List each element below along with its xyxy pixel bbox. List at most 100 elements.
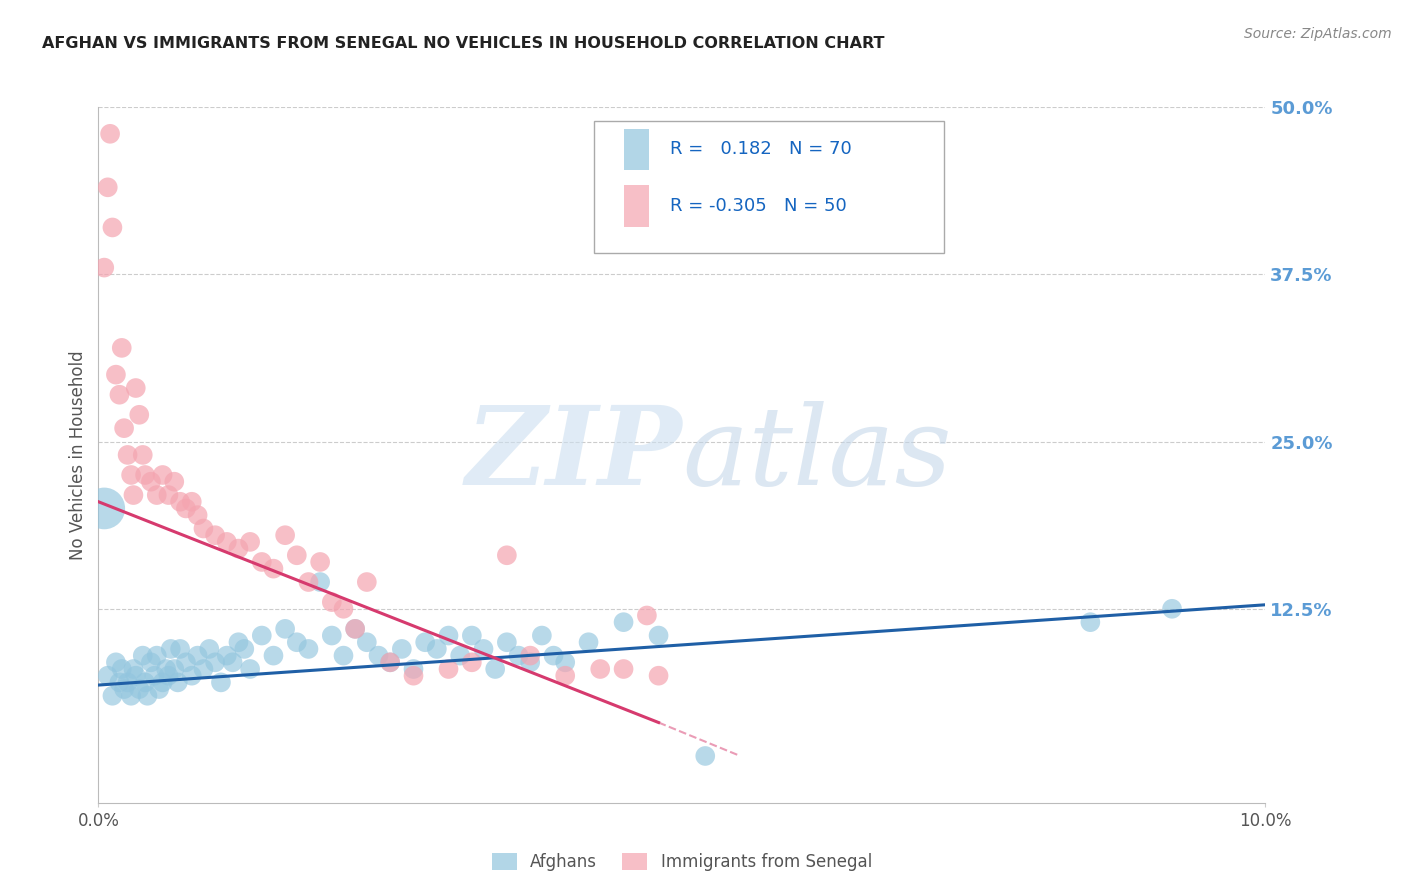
Point [187,648,209,663]
Point [589,662,612,676]
Point [221,655,243,669]
Point [263,648,285,663]
Point [120,467,142,482]
Point [309,555,332,569]
Point [101,220,124,235]
Point [228,635,250,649]
Point [166,675,188,690]
Text: AFGHAN VS IMMIGRANTS FROM SENEGAL NO VEHICLES IN HOUSEHOLD CORRELATION CHART: AFGHAN VS IMMIGRANTS FROM SENEGAL NO VEH… [42,36,884,51]
Point [297,642,319,657]
Point [496,548,519,563]
Point [159,642,181,657]
Point [128,681,150,696]
Text: Source: ZipAtlas.com: Source: ZipAtlas.com [1244,27,1392,41]
Point [274,622,297,636]
Point [554,669,576,683]
Point [139,655,162,669]
Point [98,127,121,141]
Text: R =   0.182   N = 70: R = 0.182 N = 70 [671,140,852,159]
Point [169,642,191,657]
Point [112,421,135,435]
Point [285,548,308,563]
Point [519,648,541,663]
Point [647,628,669,642]
Point [215,648,238,663]
Point [239,662,262,676]
Point [356,574,378,589]
Point [437,662,460,676]
Point [112,681,135,696]
Point [380,655,402,669]
Point [152,675,174,690]
Y-axis label: No Vehicles in Household: No Vehicles in Household [69,350,87,560]
Point [613,662,636,676]
Point [108,387,131,401]
Point [332,601,354,615]
Point [554,655,576,669]
Point [134,467,156,482]
Point [228,541,250,556]
Point [437,628,460,642]
Point [391,642,413,657]
Point [636,608,658,623]
Point [187,508,209,523]
Point [461,655,484,669]
Point [613,615,636,630]
Point [519,655,541,669]
Point [274,528,297,542]
Point [198,642,221,657]
Point [111,662,134,676]
FancyBboxPatch shape [595,121,945,253]
Point [180,494,202,508]
Point [155,662,177,676]
Point [484,662,506,676]
Point [472,642,495,657]
Point [285,635,308,649]
Point [367,648,389,663]
Point [125,669,148,683]
Point [132,448,155,462]
Point [356,635,378,649]
Point [413,635,436,649]
Point [263,562,285,576]
Point [108,675,131,690]
Point [239,534,262,549]
FancyBboxPatch shape [624,186,650,227]
Point [134,675,156,690]
Point [146,488,169,502]
Point [180,669,202,683]
Point [122,662,145,676]
Point [104,655,127,669]
Point [174,501,197,516]
Point [101,689,124,703]
Point [152,467,174,482]
Text: ZIP: ZIP [465,401,682,508]
Point [233,642,256,657]
Point [1161,601,1184,615]
Point [695,749,717,764]
FancyBboxPatch shape [624,128,650,170]
Text: R = -0.305   N = 50: R = -0.305 N = 50 [671,197,846,215]
Point [321,628,343,642]
Point [193,521,215,535]
Point [146,648,169,663]
Point [132,648,155,663]
Point [215,534,238,549]
Point [122,488,145,502]
Point [204,528,226,542]
Point [125,381,148,395]
Point [169,494,191,508]
Point [204,655,226,669]
Point [647,669,669,683]
Point [332,648,354,663]
Point [111,341,134,355]
Point [426,642,449,657]
Point [193,662,215,676]
Point [97,669,120,683]
Point [530,628,553,642]
Point [136,689,159,703]
Point [543,648,565,663]
Point [93,501,115,516]
Point [128,408,150,422]
Point [461,628,484,642]
